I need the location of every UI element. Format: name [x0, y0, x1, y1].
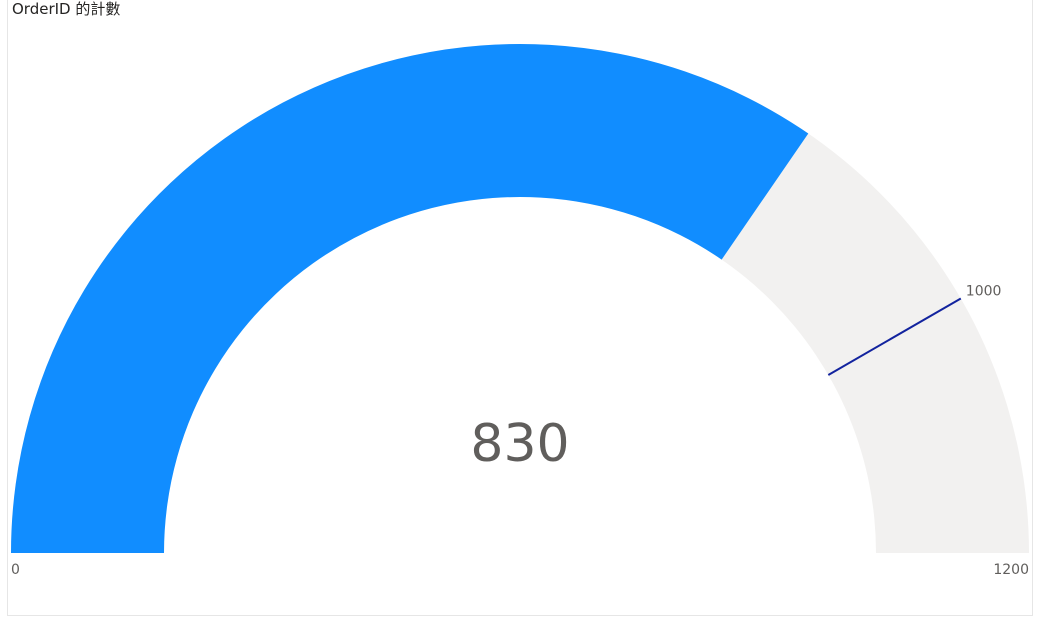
gauge-value-arc[interactable]: [11, 43, 809, 553]
gauge-min-label: 0: [11, 562, 20, 578]
chart-title: OrderID 的計數: [12, 0, 121, 18]
gauge-target-label: 1000: [966, 284, 1002, 300]
gauge-callout-value: 830: [470, 414, 569, 474]
gauge-max-label: 1200: [993, 562, 1029, 578]
gauge-target-line[interactable]: [827, 297, 962, 376]
